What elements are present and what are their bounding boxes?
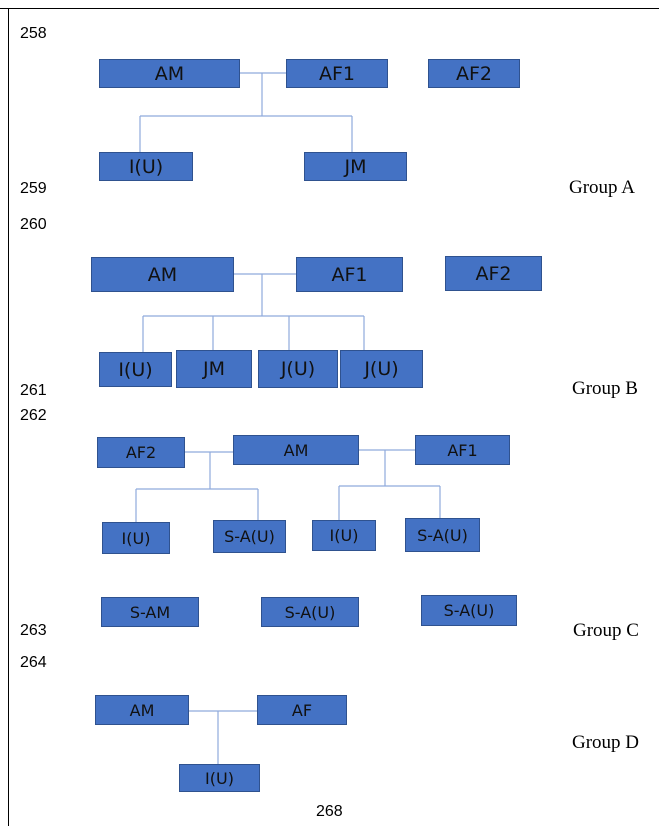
- group-a-label: Group A: [569, 177, 635, 198]
- line-number-259: 259: [20, 180, 47, 197]
- frame-left-line: [8, 8, 9, 826]
- group-a-af2-box: AF2: [428, 59, 520, 88]
- line-number-258: 258: [20, 25, 47, 42]
- group-d-iu-box: I(U): [179, 764, 260, 792]
- line-number-263: 263: [20, 622, 47, 639]
- group-b-iu-box: I(U): [99, 352, 172, 387]
- group-c-label: Group C: [573, 620, 639, 641]
- group-b-ju-box-2: J(U): [340, 350, 423, 388]
- group-c-af2-box: AF2: [97, 437, 185, 468]
- group-c-am-box: AM: [233, 435, 359, 465]
- group-c-iu-box-left: I(U): [102, 522, 170, 554]
- group-c-iu-box-right: I(U): [312, 520, 376, 551]
- group-d-af-box: AF: [257, 695, 347, 725]
- group-b-ju-box-1: J(U): [258, 350, 338, 388]
- group-c-sau-box-bottom-mid: S-A(U): [261, 597, 359, 627]
- group-a-jm-box: JM: [304, 152, 407, 181]
- frame-top-line: [0, 8, 659, 9]
- group-b-am-box: AM: [91, 257, 234, 292]
- group-c-sam-box: S-AM: [101, 597, 199, 627]
- group-c-sau-box-right: S-A(U): [405, 518, 480, 552]
- group-b-label: Group B: [572, 378, 638, 399]
- line-number-262: 262: [20, 407, 47, 424]
- group-d-am-box: AM: [95, 695, 189, 725]
- group-b-af2-box: AF2: [445, 256, 542, 291]
- group-c-sau-box-left: S-A(U): [213, 520, 286, 553]
- group-a-am-box: AM: [99, 59, 240, 88]
- group-b-jm-box: JM: [176, 350, 252, 388]
- line-number-261: 261: [20, 382, 47, 399]
- line-number-264: 264: [20, 654, 47, 671]
- line-number-260: 260: [20, 216, 47, 233]
- group-b-af1-box: AF1: [296, 257, 403, 292]
- group-c-sau-box-bottom-right: S-A(U): [421, 595, 517, 626]
- group-d-label: Group D: [572, 732, 640, 753]
- page-number: 268: [316, 803, 343, 820]
- group-a-iu-box: I(U): [99, 152, 193, 181]
- group-c-af1-box: AF1: [415, 435, 510, 465]
- group-a-af1-box: AF1: [286, 59, 388, 88]
